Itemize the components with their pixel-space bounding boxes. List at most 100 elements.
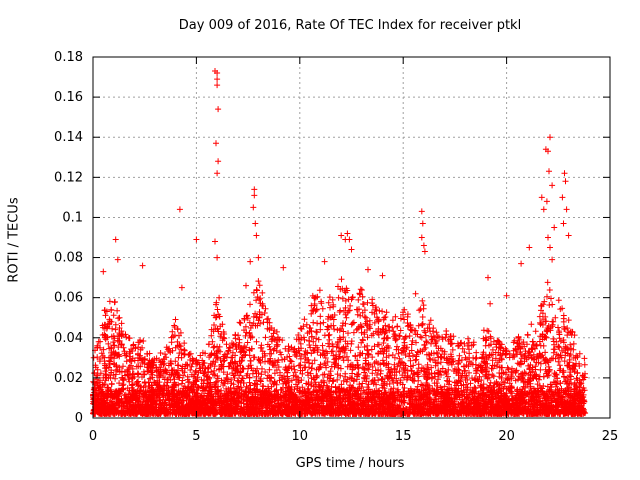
data-point	[198, 376, 205, 383]
data-point	[223, 375, 230, 382]
data-point	[323, 382, 330, 389]
data-point	[148, 371, 155, 378]
data-point	[97, 344, 104, 351]
data-point	[513, 367, 520, 374]
data-point	[487, 335, 494, 342]
data-point	[562, 378, 569, 385]
data-point	[317, 313, 324, 320]
data-point	[342, 338, 349, 345]
data-point	[128, 374, 135, 381]
data-point	[524, 341, 530, 348]
data-point	[366, 323, 373, 330]
data-point	[245, 384, 251, 391]
data-point	[483, 336, 490, 343]
data-point	[529, 364, 536, 371]
data-point	[373, 307, 380, 314]
data-point	[508, 368, 515, 375]
data-point	[441, 383, 448, 390]
data-point	[232, 371, 239, 377]
data-point	[497, 344, 504, 351]
data-point	[358, 323, 365, 330]
data-point	[354, 362, 361, 369]
data-point	[190, 373, 197, 380]
data-point	[313, 328, 320, 335]
data-point	[336, 327, 343, 334]
data-point	[418, 334, 425, 341]
data-point	[273, 367, 280, 373]
data-point	[326, 343, 333, 350]
data-point	[340, 377, 347, 384]
data-point	[266, 358, 273, 365]
data-point	[229, 340, 235, 347]
data-point	[556, 329, 563, 336]
data-point	[393, 336, 400, 343]
data-point	[480, 327, 487, 334]
data-point	[194, 359, 201, 366]
data-point	[537, 366, 544, 373]
data-point	[544, 279, 551, 286]
data-point	[522, 348, 529, 355]
data-point	[116, 314, 123, 321]
data-point	[328, 363, 335, 370]
data-point	[112, 326, 119, 333]
data-point	[116, 337, 123, 344]
data-point	[169, 386, 176, 393]
data-point	[148, 360, 155, 367]
data-point	[375, 360, 381, 367]
data-point	[368, 346, 375, 353]
data-point	[371, 343, 378, 350]
data-point	[444, 359, 451, 366]
data-point	[266, 343, 273, 350]
data-point	[472, 365, 479, 372]
data-point	[211, 367, 218, 374]
data-point	[385, 352, 392, 359]
data-point	[502, 345, 509, 352]
data-point	[115, 315, 122, 322]
data-point	[140, 338, 147, 344]
data-point	[351, 406, 358, 413]
data-point	[355, 361, 361, 368]
data-point	[308, 310, 315, 317]
data-point	[348, 338, 355, 345]
data-point	[311, 294, 318, 301]
data-point	[295, 332, 302, 338]
data-point	[471, 384, 478, 391]
data-point	[347, 374, 353, 381]
data-point	[190, 357, 197, 364]
data-point	[422, 329, 429, 336]
data-point	[206, 375, 213, 382]
data-point	[546, 287, 553, 293]
data-point	[178, 380, 185, 387]
data-point	[186, 351, 193, 358]
data-point	[510, 347, 517, 354]
data-point	[153, 364, 159, 371]
data-point	[539, 352, 546, 359]
data-point	[192, 368, 199, 375]
data-point	[339, 346, 346, 352]
data-point	[337, 365, 344, 372]
data-point	[98, 350, 105, 357]
data-point	[310, 338, 317, 345]
data-point	[345, 307, 352, 314]
data-point	[119, 382, 126, 389]
data-point	[465, 335, 471, 342]
data-point	[265, 385, 272, 392]
data-point	[115, 344, 122, 351]
data-point	[303, 321, 310, 328]
data-point	[514, 340, 520, 347]
data-point	[176, 332, 182, 339]
data-point	[256, 309, 263, 315]
data-point	[320, 377, 327, 384]
data-point	[371, 377, 378, 383]
data-point	[510, 339, 517, 346]
data-point	[409, 337, 416, 344]
data-point	[234, 385, 241, 391]
data-point	[427, 328, 434, 335]
data-point	[319, 305, 326, 312]
data-point	[133, 380, 140, 387]
data-point	[475, 378, 482, 385]
data-point	[482, 373, 489, 380]
data-point	[565, 346, 571, 353]
data-point	[214, 306, 221, 313]
data-point	[506, 350, 513, 357]
